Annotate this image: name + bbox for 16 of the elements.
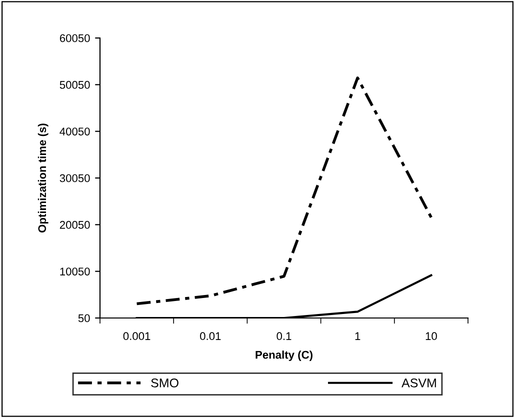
y-tick-label: 10050: [60, 268, 90, 276]
x-tick-label: 0.01: [200, 332, 221, 340]
y-tick-label: 50050: [60, 80, 90, 89]
x-tick-label: 0.001: [123, 332, 150, 340]
y-tick-label: 60050: [60, 34, 90, 42]
y-axis-title: Optimization time (s): [38, 124, 48, 232]
x-tick-label: 0.1: [276, 332, 292, 340]
text: SMO: [151, 378, 178, 388]
x-axis-title: Penalty (C): [256, 350, 312, 361]
y-tick-label: 40050: [60, 128, 90, 136]
x-tick-label: 1: [355, 332, 360, 340]
y-tick-label: 30050: [60, 174, 90, 182]
y-tick-label: 50: [78, 314, 90, 322]
x-tick-label: 10: [426, 332, 437, 340]
legend-label: ASVM: [402, 378, 436, 388]
y-tick-label: 20050: [60, 220, 90, 229]
